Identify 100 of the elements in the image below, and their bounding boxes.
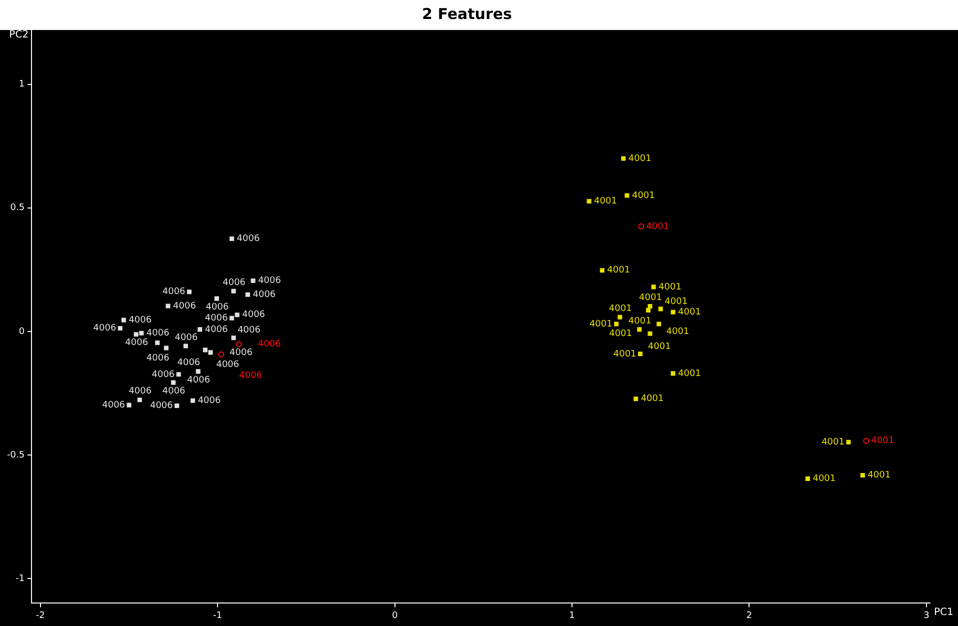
point	[634, 396, 638, 402]
point	[618, 314, 622, 320]
chart-title: 2 Features	[422, 4, 512, 23]
point	[651, 284, 656, 290]
annotation: 4001	[812, 474, 836, 484]
point	[183, 344, 188, 348]
annotation: 4001	[607, 266, 630, 276]
annotation: 4001	[589, 319, 612, 330]
annotation: 4006	[230, 348, 253, 358]
annotation: 4006	[128, 386, 152, 397]
point	[166, 304, 170, 308]
point	[137, 398, 142, 402]
annotation: 4006	[258, 276, 282, 286]
x-tick-label: 0	[392, 610, 398, 621]
point	[648, 304, 652, 308]
point	[134, 332, 138, 337]
annotation: 4006	[204, 313, 228, 324]
point	[637, 327, 642, 332]
annotation: 4001	[666, 327, 690, 338]
y-tick-label: 0.5	[10, 203, 25, 214]
y-axis-title: PC2	[9, 30, 29, 41]
annotation: 4006	[152, 370, 175, 380]
annotation: 4006	[150, 401, 174, 412]
point	[656, 322, 662, 326]
point	[586, 198, 592, 204]
annotation: 4006	[125, 338, 148, 348]
annotation: 4006	[242, 310, 266, 320]
point	[234, 312, 240, 318]
annotation: 4001	[678, 307, 701, 318]
point	[648, 331, 652, 336]
point	[614, 322, 619, 326]
x-tick-label: 3	[924, 610, 930, 621]
annotation: 4001	[646, 222, 670, 232]
point	[218, 351, 224, 358]
annotation: 4006	[102, 400, 126, 410]
annotation: 4001	[632, 190, 655, 201]
annotation: 4006	[198, 396, 221, 406]
annotation: 4006	[216, 360, 240, 370]
point	[118, 326, 122, 330]
x-axis-title: PC1	[934, 606, 954, 618]
point	[236, 341, 242, 348]
point	[624, 193, 630, 198]
point	[176, 372, 181, 377]
x-tick-label: 2	[746, 610, 752, 621]
annotation: 4001	[664, 296, 688, 307]
point	[670, 310, 676, 314]
annotation: 4006	[258, 340, 282, 350]
annotation: 4006	[174, 332, 198, 343]
point	[638, 223, 644, 230]
point	[860, 472, 865, 478]
annotation: 4006	[222, 278, 246, 288]
annotation: 4006	[238, 326, 261, 336]
point	[621, 156, 626, 161]
annotation: 4006	[187, 375, 210, 386]
annotation: 4006	[239, 371, 262, 382]
annotation: 4001	[658, 282, 682, 292]
point	[214, 296, 220, 301]
point	[805, 476, 810, 481]
annotation: 4006	[128, 315, 152, 326]
point	[846, 440, 851, 444]
point	[658, 306, 663, 312]
point	[230, 316, 234, 320]
annotation: 4006	[93, 324, 116, 334]
x-tick-label: -2	[36, 610, 45, 621]
annotation: 4001	[628, 316, 652, 326]
point	[646, 308, 651, 312]
y-tick-label: 1	[18, 80, 25, 90]
point	[171, 380, 176, 385]
point	[174, 404, 180, 408]
point	[198, 327, 202, 332]
point	[121, 318, 126, 322]
point	[155, 340, 160, 346]
point	[863, 438, 870, 444]
annotation: 4001	[868, 470, 891, 481]
x-tick-label: -1	[213, 610, 222, 621]
point	[126, 402, 132, 408]
annotation: 4006	[162, 386, 186, 396]
point	[230, 236, 234, 242]
annotation: 4001	[871, 436, 894, 446]
point	[187, 290, 192, 294]
annotation: 4001	[608, 304, 632, 314]
annotation: 4006	[204, 324, 228, 335]
point	[231, 288, 236, 294]
annotation: 4006	[146, 328, 170, 338]
annotation: 4001	[822, 437, 844, 448]
annotation: 4001	[594, 196, 617, 207]
annotation: 4006	[177, 358, 200, 368]
annotation: 4001	[628, 154, 652, 164]
annotation: 4001	[609, 328, 632, 339]
annotation: 4006	[236, 234, 260, 244]
x-tick-label: 1	[569, 610, 575, 621]
point	[600, 268, 604, 273]
annotation: 4001	[678, 368, 701, 379]
annotation: 4006	[146, 354, 170, 364]
point	[208, 350, 213, 355]
point	[231, 336, 236, 340]
annotation: 4001	[639, 293, 662, 304]
point	[190, 398, 196, 403]
point	[250, 278, 256, 284]
point	[202, 348, 208, 352]
